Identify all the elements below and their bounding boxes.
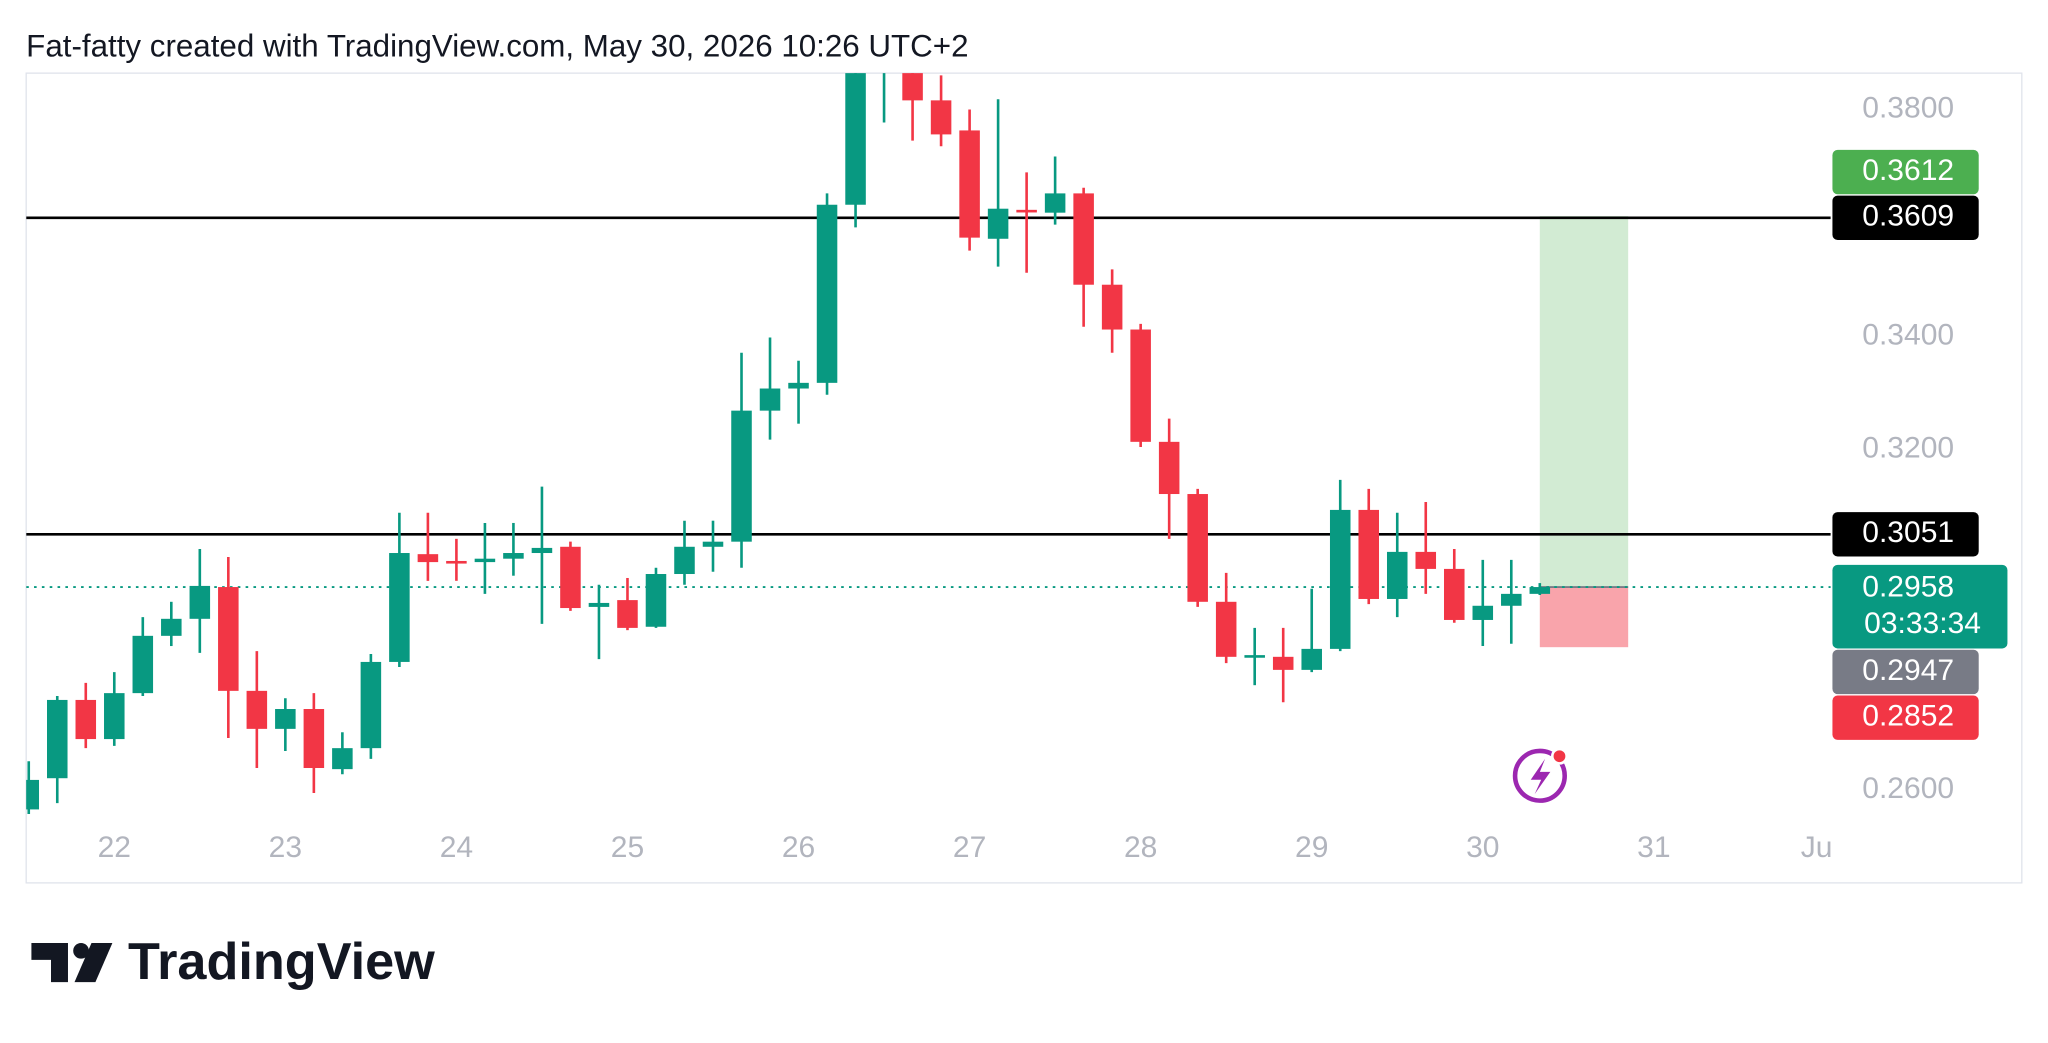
candle-body xyxy=(104,693,125,740)
target-price-label-bg xyxy=(1832,149,1979,195)
line-price-label: 0.3051 xyxy=(1862,516,1954,549)
y-tick-label: 0.3800 xyxy=(1862,91,1954,124)
candle-body xyxy=(446,560,467,564)
candle-body xyxy=(987,208,1009,239)
candle-body xyxy=(1301,648,1322,670)
target-price-label: 0.3612 xyxy=(1862,154,1954,187)
line-price-label-bg xyxy=(1832,195,1979,240)
x-axis: 22 23 24 25 26 27 28 29 30 31 Jun xyxy=(98,831,1849,864)
candle-body xyxy=(389,553,410,662)
x-tick-label: 31 xyxy=(1637,831,1670,864)
candle-body xyxy=(1158,441,1180,495)
last-price-label: 0.2958 xyxy=(1862,570,1954,603)
x-tick-label: 28 xyxy=(1124,831,1157,864)
x-tick-label: 26 xyxy=(782,831,815,864)
chart-frame xyxy=(25,72,2023,884)
candle-body xyxy=(617,600,638,628)
candle-body xyxy=(417,554,439,563)
brand-logo: TradingView xyxy=(31,933,435,991)
x-tick-label: 29 xyxy=(1295,831,1328,864)
candle-body xyxy=(1472,605,1494,620)
candle-body xyxy=(75,699,97,740)
candle-body xyxy=(788,382,809,389)
price-badges: 0.3609 0.3612 0.3051 0.2958 03:33:34 0.2947 0.… xyxy=(1832,149,2008,740)
candle-body xyxy=(1187,494,1208,602)
candle-body xyxy=(1272,656,1294,670)
countdown-label: 03:33:34 xyxy=(1864,607,1981,640)
candle-body xyxy=(588,602,610,607)
stop-price-label: 0.2852 xyxy=(1862,700,1954,733)
candle-body xyxy=(189,585,211,619)
line-price-label: 0.3609 xyxy=(1862,200,1954,233)
candle-body xyxy=(1244,655,1265,658)
target-zone xyxy=(1539,216,1629,588)
candle-body xyxy=(275,709,296,729)
stop-price-label-bg xyxy=(1832,695,1979,740)
candle-body xyxy=(1130,329,1151,442)
marker-price-label-bg xyxy=(1832,649,1979,695)
candle-body xyxy=(816,204,838,383)
candle-body xyxy=(845,73,866,205)
plot-area xyxy=(26,73,1831,814)
candle-body xyxy=(1358,509,1380,599)
candle-body xyxy=(702,541,724,547)
candle-body xyxy=(1101,284,1123,330)
x-tick-label: Jun xyxy=(1801,831,1849,864)
stop-zone xyxy=(1539,587,1629,648)
candle-body xyxy=(503,553,524,559)
candle-body xyxy=(1529,587,1551,594)
candle-body xyxy=(1386,551,1408,599)
y-tick-label: 0.2600 xyxy=(1862,772,1954,805)
x-tick-label: 30 xyxy=(1466,831,1499,864)
candle-body xyxy=(1044,193,1066,213)
x-tick-label: 22 xyxy=(98,831,131,864)
last-price-bg xyxy=(1832,564,2008,649)
candle-body xyxy=(959,130,980,238)
candle-body xyxy=(1215,601,1237,657)
candle-body xyxy=(246,690,268,729)
marker-price-label: 0.2947 xyxy=(1862,654,1954,687)
y-axis: 0.3800 0.3400 0.3200 0.2600 xyxy=(1862,91,1954,805)
candle-body xyxy=(645,574,667,627)
candle-body xyxy=(1444,568,1465,620)
candle-body xyxy=(560,546,581,609)
candle-body xyxy=(902,73,923,101)
candle-body xyxy=(1073,193,1094,285)
x-tick-label: 25 xyxy=(611,831,644,864)
brand-name: TradingView xyxy=(128,933,435,991)
candle-body xyxy=(531,547,553,554)
candle-body xyxy=(759,388,781,411)
y-tick-label: 0.3400 xyxy=(1862,318,1954,351)
candle-body xyxy=(161,618,182,636)
candle-body xyxy=(674,546,695,575)
candle-body xyxy=(332,748,353,770)
chart-title: Fat-fatty created with TradingView.com, … xyxy=(26,29,968,64)
x-tick-label: 24 xyxy=(440,831,473,864)
candle-body xyxy=(1415,551,1437,569)
candle-body xyxy=(47,699,68,779)
alert-icon xyxy=(1512,747,1568,803)
candle-body xyxy=(132,635,154,694)
candle-body xyxy=(474,558,496,563)
candle-body xyxy=(360,661,382,749)
candle-body xyxy=(1016,209,1037,213)
x-tick-label: 23 xyxy=(269,831,302,864)
candle-body xyxy=(218,587,239,691)
x-tick-label: 27 xyxy=(953,831,986,864)
candle-body xyxy=(26,779,40,810)
candle-body xyxy=(930,100,952,135)
candle-body xyxy=(731,410,752,542)
line-price-label-bg xyxy=(1832,512,1979,557)
y-tick-label: 0.3200 xyxy=(1862,432,1954,465)
candle-body xyxy=(303,709,325,769)
candle-body xyxy=(1329,509,1351,649)
candle-body xyxy=(1501,593,1522,606)
